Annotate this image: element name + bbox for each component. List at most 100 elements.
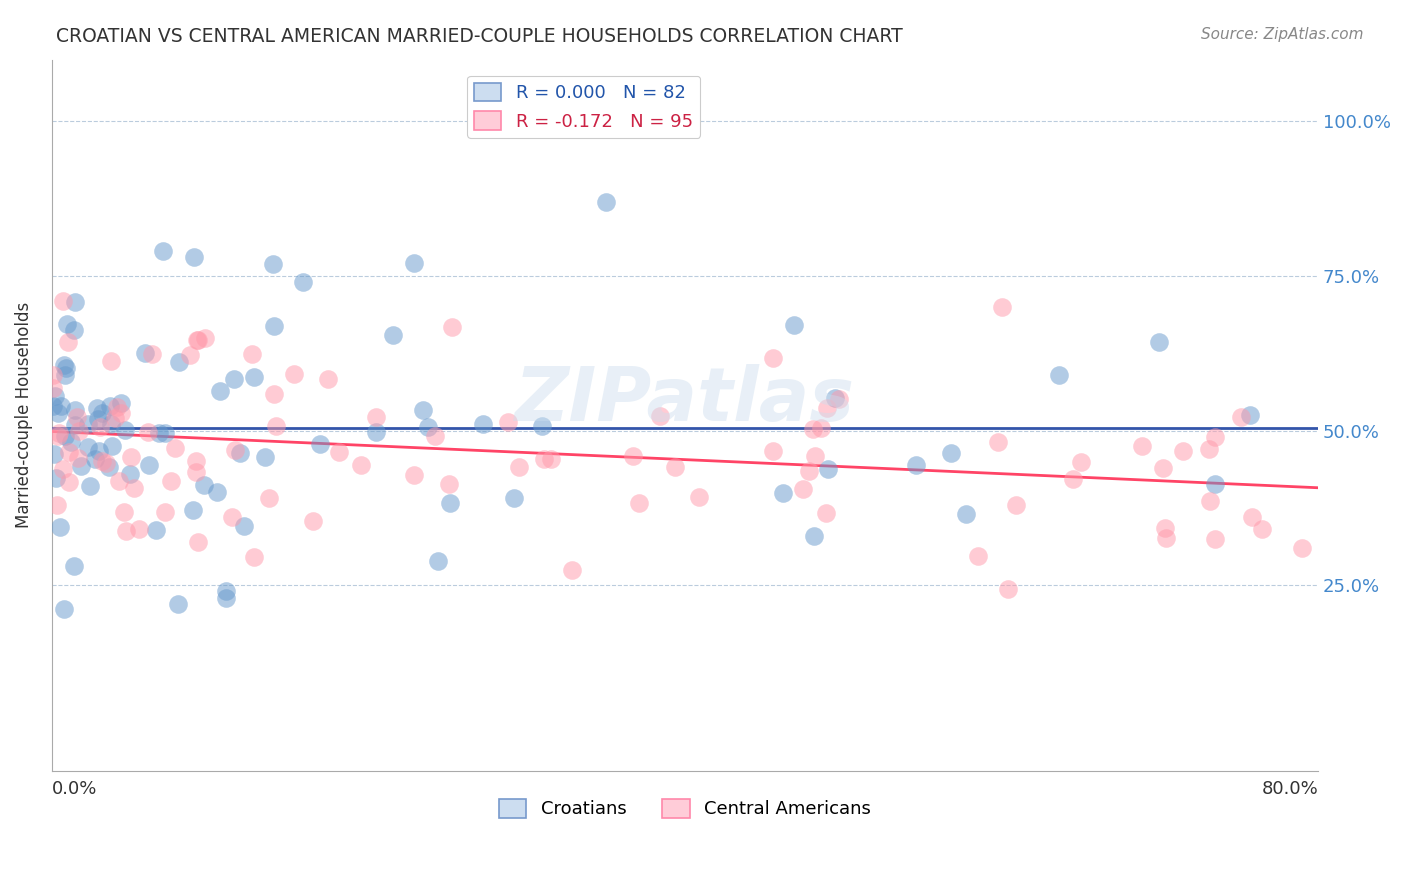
Point [404,256,426,270]
Point [801,422,824,436]
Point [58,445,80,459]
Point [1147,334,1170,349]
Point [366,425,388,440]
Point [990,300,1012,314]
Point [243,549,266,564]
Point [530,419,553,434]
Point [302,514,325,528]
Point [426,554,449,568]
Point [114,505,136,519]
Point [263,387,285,401]
Point [194,331,217,345]
Legend: Croatians, Central Americans: Croatians, Central Americans [492,792,879,826]
Point [56,317,79,331]
Point [939,445,962,459]
Text: Source: ZipAtlas.com: Source: ZipAtlas.com [1201,27,1364,42]
Point [262,257,284,271]
Point [240,346,263,360]
Point [65,295,87,310]
Point [224,443,246,458]
Point [1230,409,1253,424]
Point [309,436,332,450]
Point [404,467,426,482]
Point [167,597,190,611]
Point [152,244,174,259]
Point [1047,368,1070,383]
Point [263,318,285,333]
Point [1204,476,1226,491]
Point [52,294,75,309]
Point [364,409,387,424]
Point [105,400,128,414]
Point [67,424,90,438]
Point [55,361,77,376]
Point [441,319,464,334]
Point [51,400,73,414]
Point [187,534,209,549]
Point [98,399,121,413]
Point [100,417,122,431]
Text: CROATIAN VS CENTRAL AMERICAN MARRIED-COUPLE HOUSEHOLDS CORRELATION CHART: CROATIAN VS CENTRAL AMERICAN MARRIED-COU… [56,27,903,45]
Point [799,464,821,478]
Point [181,503,204,517]
Point [49,520,72,534]
Point [817,462,839,476]
Point [595,194,617,209]
Point [46,406,69,420]
Point [153,504,176,518]
Point [664,459,686,474]
Point [418,419,440,434]
Point [134,346,156,360]
Point [1154,532,1177,546]
Point [1251,522,1274,536]
Point [762,351,785,366]
Point [283,368,305,382]
Point [53,368,76,382]
Point [76,417,98,432]
Point [42,399,65,413]
Point [193,478,215,492]
Point [110,396,132,410]
Point [215,584,238,599]
Y-axis label: Married-couple Households: Married-couple Households [15,302,32,528]
Point [815,401,838,415]
Point [1291,541,1313,555]
Point [56,335,79,350]
Point [1070,455,1092,469]
Point [97,459,120,474]
Point [63,403,86,417]
Point [53,602,76,616]
Point [561,563,583,577]
Point [232,519,254,533]
Point [761,444,783,458]
Point [967,549,990,563]
Point [254,450,277,465]
Point [86,401,108,416]
Point [77,440,100,454]
Point [104,410,127,425]
Point [955,508,977,522]
Point [153,425,176,440]
Point [205,485,228,500]
Point [650,409,672,424]
Point [100,438,122,452]
Point [62,323,84,337]
Text: 0.0%: 0.0% [52,780,97,798]
Point [1198,442,1220,456]
Point [52,358,75,372]
Point [412,403,434,417]
Point [114,423,136,437]
Point [1198,494,1220,508]
Point [997,582,1019,597]
Point [89,420,111,434]
Point [264,418,287,433]
Point [803,529,825,543]
Point [66,451,89,466]
Point [905,458,928,472]
Point [1152,461,1174,475]
Point [243,369,266,384]
Point [53,428,76,442]
Point [128,521,150,535]
Point [42,447,65,461]
Point [810,421,832,435]
